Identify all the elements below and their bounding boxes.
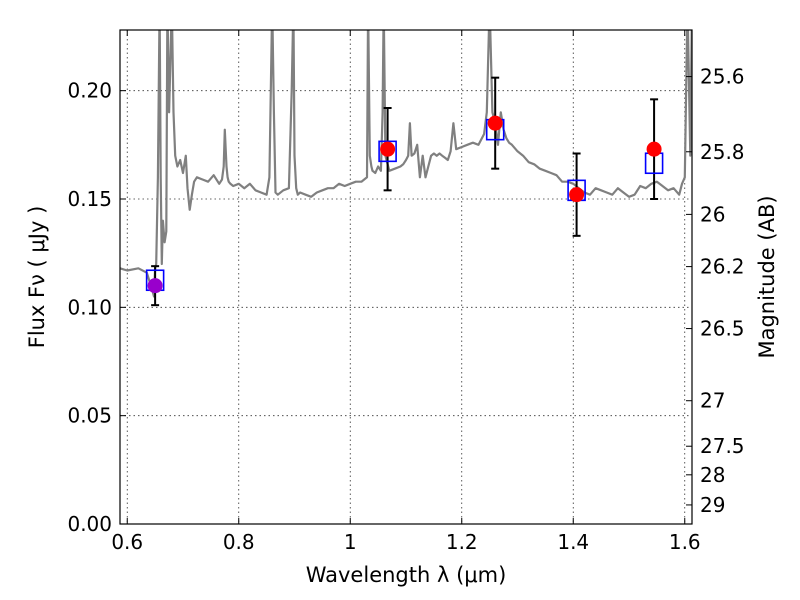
right-axis-tick-label: 26.5 [700,317,745,341]
right-axis-tick-label: 27 [700,389,725,413]
right-axis-tick-label: 28 [700,463,725,487]
x-tick-label: 0.8 [223,530,255,554]
right-axis-tick-label: 27.5 [700,434,745,458]
observed-flux-point [569,187,585,203]
grid-lines [120,30,692,525]
observed-flux-points [147,115,662,294]
right-axis-tick-label: 29 [700,493,725,517]
model-spectrum [120,30,692,298]
right-axis-tick-label: 25.8 [700,140,745,164]
model-flux-box [378,140,397,163]
y-tick-label: 0.15 [67,187,112,211]
observed-flux-point [380,141,396,157]
observed-flux-point [147,278,163,294]
x-tick-label: 1.4 [557,530,589,554]
y-tick-label: 0.00 [67,512,112,536]
plot-frame [119,29,693,525]
x-tick-label: 1.2 [446,530,478,554]
observed-flux-point [487,115,503,131]
y-tick-label: 0.10 [67,295,112,319]
y-tick-label: 0.20 [67,79,112,103]
x-tick-label: 1 [344,530,357,554]
x-tick-label: 1.6 [669,530,701,554]
x-tick-label: 0.6 [111,530,143,554]
y-axis-ticks: 0.00 0.05 0.10 0.15 0.20 [67,79,126,536]
right-axis-title: Magnitude (AB) [755,195,779,358]
y-axis-title: Flux Fν ( μJy ) [25,206,49,349]
x-axis-title: Wavelength λ (μm) [306,563,507,587]
x-axis-ticks: 0.6 0.8 1 1.2 1.4 1.6 [111,30,701,554]
observed-flux-point [646,141,662,157]
right-axis-tick-label: 26.2 [700,255,745,279]
right-axis-tick-label: 26 [700,202,725,226]
spectrum-line [120,30,692,298]
y-tick-label: 0.05 [67,404,112,428]
right-axis-tick-label: 25.6 [700,65,745,89]
right-axis-ticks: 25.6 25.8 26 26.2 26.5 27 27.5 28 29 [686,65,745,517]
